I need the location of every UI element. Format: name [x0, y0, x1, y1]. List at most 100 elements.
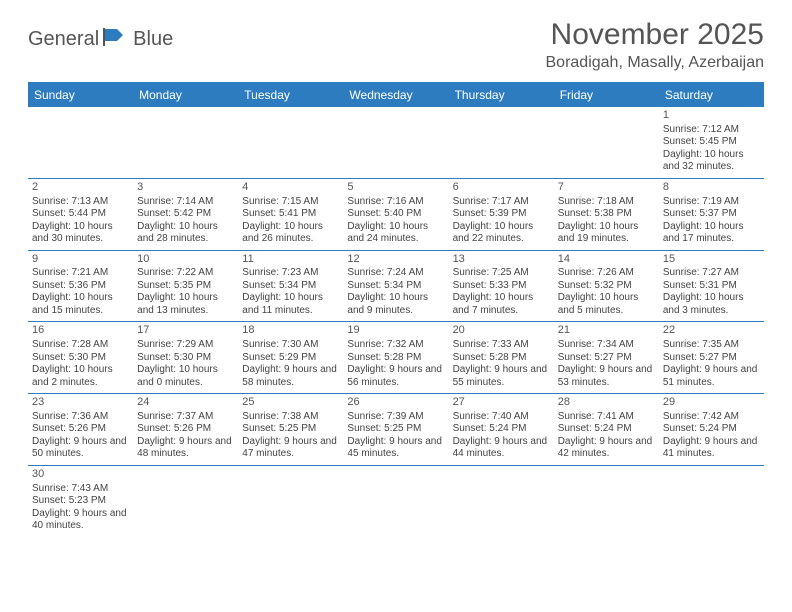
sunset-text: Sunset: 5:38 PM — [558, 208, 655, 221]
daylight-text: Daylight: 10 hours and 9 minutes. — [347, 292, 444, 317]
daylight-text: Daylight: 10 hours and 2 minutes. — [32, 364, 129, 389]
day-cell: 25Sunrise: 7:38 AMSunset: 5:25 PMDayligh… — [238, 394, 343, 465]
day-cell: 14Sunrise: 7:26 AMSunset: 5:32 PMDayligh… — [554, 251, 659, 322]
day-number: 22 — [663, 324, 760, 338]
day-number: 21 — [558, 324, 655, 338]
sunrise-text: Sunrise: 7:37 AM — [137, 411, 234, 424]
sunrise-text: Sunrise: 7:19 AM — [663, 196, 760, 209]
sunset-text: Sunset: 5:37 PM — [663, 208, 760, 221]
day-number: 30 — [32, 468, 129, 482]
sunrise-text: Sunrise: 7:22 AM — [137, 267, 234, 280]
header: General Blue November 2025 Boradigah, Ma… — [28, 18, 764, 72]
daylight-text: Daylight: 9 hours and 45 minutes. — [347, 436, 444, 461]
day-cell — [449, 466, 554, 537]
day-cell: 8Sunrise: 7:19 AMSunset: 5:37 PMDaylight… — [659, 179, 764, 250]
day-cell: 24Sunrise: 7:37 AMSunset: 5:26 PMDayligh… — [133, 394, 238, 465]
sunset-text: Sunset: 5:31 PM — [663, 280, 760, 293]
day-cell — [238, 466, 343, 537]
daylight-text: Daylight: 9 hours and 55 minutes. — [453, 364, 550, 389]
calendar: SundayMondayTuesdayWednesdayThursdayFrid… — [28, 82, 764, 537]
sunrise-text: Sunrise: 7:39 AM — [347, 411, 444, 424]
day-number: 25 — [242, 396, 339, 410]
sunset-text: Sunset: 5:25 PM — [347, 423, 444, 436]
day-cell: 11Sunrise: 7:23 AMSunset: 5:34 PMDayligh… — [238, 251, 343, 322]
day-number: 17 — [137, 324, 234, 338]
sunrise-text: Sunrise: 7:18 AM — [558, 196, 655, 209]
day-number: 6 — [453, 181, 550, 195]
sunrise-text: Sunrise: 7:24 AM — [347, 267, 444, 280]
dow-header: Thursday — [449, 83, 554, 107]
sunset-text: Sunset: 5:27 PM — [558, 352, 655, 365]
daylight-text: Daylight: 9 hours and 56 minutes. — [347, 364, 444, 389]
day-cell: 29Sunrise: 7:42 AMSunset: 5:24 PMDayligh… — [659, 394, 764, 465]
day-cell: 6Sunrise: 7:17 AMSunset: 5:39 PMDaylight… — [449, 179, 554, 250]
daylight-text: Daylight: 10 hours and 7 minutes. — [453, 292, 550, 317]
daylight-text: Daylight: 10 hours and 17 minutes. — [663, 221, 760, 246]
day-cell: 30Sunrise: 7:43 AMSunset: 5:23 PMDayligh… — [28, 466, 133, 537]
day-number: 3 — [137, 181, 234, 195]
daylight-text: Daylight: 9 hours and 50 minutes. — [32, 436, 129, 461]
day-number: 19 — [347, 324, 444, 338]
dow-header: Saturday — [659, 83, 764, 107]
day-cell: 7Sunrise: 7:18 AMSunset: 5:38 PMDaylight… — [554, 179, 659, 250]
sunset-text: Sunset: 5:27 PM — [663, 352, 760, 365]
day-cell: 17Sunrise: 7:29 AMSunset: 5:30 PMDayligh… — [133, 322, 238, 393]
day-cell: 20Sunrise: 7:33 AMSunset: 5:28 PMDayligh… — [449, 322, 554, 393]
day-cell: 5Sunrise: 7:16 AMSunset: 5:40 PMDaylight… — [343, 179, 448, 250]
logo-text-1: General — [28, 28, 99, 51]
daylight-text: Daylight: 10 hours and 0 minutes. — [137, 364, 234, 389]
sunrise-text: Sunrise: 7:13 AM — [32, 196, 129, 209]
sunrise-text: Sunrise: 7:38 AM — [242, 411, 339, 424]
week-row: 30Sunrise: 7:43 AMSunset: 5:23 PMDayligh… — [28, 466, 764, 537]
sunrise-text: Sunrise: 7:33 AM — [453, 339, 550, 352]
day-cell: 2Sunrise: 7:13 AMSunset: 5:44 PMDaylight… — [28, 179, 133, 250]
sunset-text: Sunset: 5:25 PM — [242, 423, 339, 436]
sunset-text: Sunset: 5:24 PM — [453, 423, 550, 436]
day-cell — [449, 107, 554, 178]
week-row: 2Sunrise: 7:13 AMSunset: 5:44 PMDaylight… — [28, 179, 764, 251]
sunrise-text: Sunrise: 7:34 AM — [558, 339, 655, 352]
day-cell: 3Sunrise: 7:14 AMSunset: 5:42 PMDaylight… — [133, 179, 238, 250]
day-cell — [343, 466, 448, 537]
dow-header: Monday — [133, 83, 238, 107]
sunset-text: Sunset: 5:32 PM — [558, 280, 655, 293]
day-number: 26 — [347, 396, 444, 410]
daylight-text: Daylight: 10 hours and 11 minutes. — [242, 292, 339, 317]
daylight-text: Daylight: 10 hours and 15 minutes. — [32, 292, 129, 317]
day-number: 16 — [32, 324, 129, 338]
sunrise-text: Sunrise: 7:35 AM — [663, 339, 760, 352]
sunrise-text: Sunrise: 7:43 AM — [32, 483, 129, 496]
sunset-text: Sunset: 5:42 PM — [137, 208, 234, 221]
sunset-text: Sunset: 5:28 PM — [347, 352, 444, 365]
location: Boradigah, Masally, Azerbaijan — [546, 54, 765, 72]
sunrise-text: Sunrise: 7:23 AM — [242, 267, 339, 280]
sunset-text: Sunset: 5:29 PM — [242, 352, 339, 365]
daylight-text: Daylight: 10 hours and 5 minutes. — [558, 292, 655, 317]
day-number: 5 — [347, 181, 444, 195]
day-cell: 22Sunrise: 7:35 AMSunset: 5:27 PMDayligh… — [659, 322, 764, 393]
sunrise-text: Sunrise: 7:27 AM — [663, 267, 760, 280]
day-number: 12 — [347, 253, 444, 267]
sunrise-text: Sunrise: 7:25 AM — [453, 267, 550, 280]
day-number: 1 — [663, 109, 760, 123]
day-number: 7 — [558, 181, 655, 195]
sunset-text: Sunset: 5:39 PM — [453, 208, 550, 221]
day-number: 14 — [558, 253, 655, 267]
day-number: 13 — [453, 253, 550, 267]
week-row: 16Sunrise: 7:28 AMSunset: 5:30 PMDayligh… — [28, 322, 764, 394]
sunset-text: Sunset: 5:26 PM — [137, 423, 234, 436]
dow-header: Sunday — [28, 83, 133, 107]
day-number: 24 — [137, 396, 234, 410]
day-number: 9 — [32, 253, 129, 267]
flag-icon — [103, 28, 129, 51]
sunset-text: Sunset: 5:30 PM — [32, 352, 129, 365]
sunrise-text: Sunrise: 7:28 AM — [32, 339, 129, 352]
month-title: November 2025 — [546, 18, 765, 52]
daylight-text: Daylight: 10 hours and 32 minutes. — [663, 149, 760, 174]
day-number: 4 — [242, 181, 339, 195]
daylight-text: Daylight: 10 hours and 30 minutes. — [32, 221, 129, 246]
day-cell — [554, 107, 659, 178]
sunset-text: Sunset: 5:40 PM — [347, 208, 444, 221]
day-cell: 10Sunrise: 7:22 AMSunset: 5:35 PMDayligh… — [133, 251, 238, 322]
day-number: 10 — [137, 253, 234, 267]
